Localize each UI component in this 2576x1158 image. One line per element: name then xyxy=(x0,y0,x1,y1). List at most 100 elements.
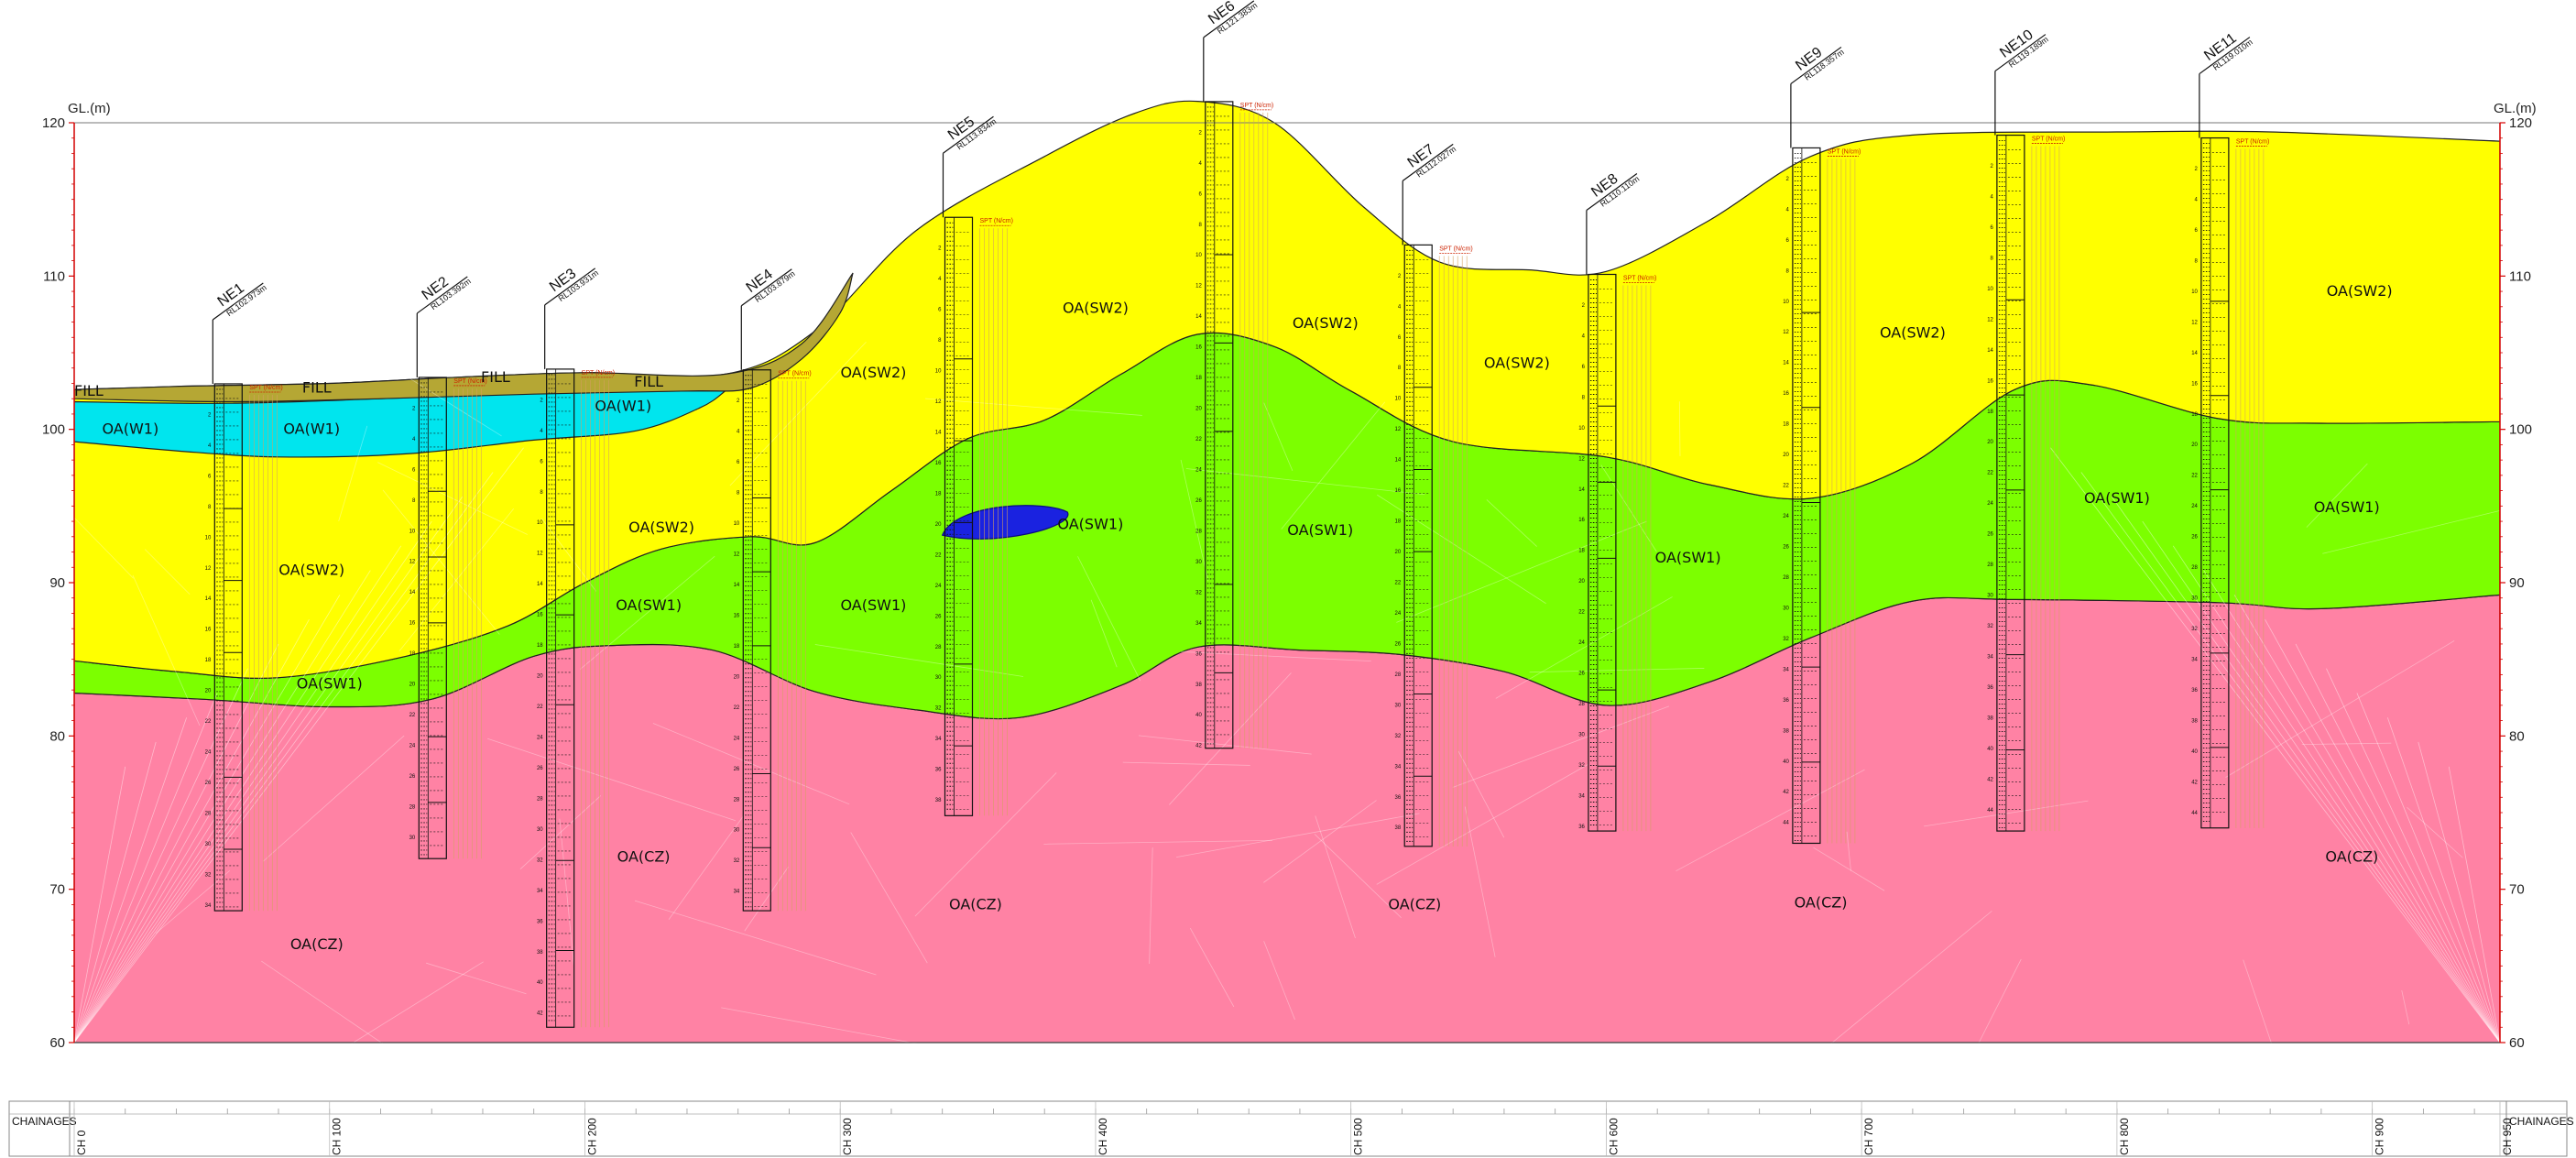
depth-label: 28 xyxy=(205,812,212,817)
depth-label: 8 xyxy=(1786,268,1790,274)
depth-label: 12 xyxy=(2191,320,2198,325)
depth-label: 22 xyxy=(1195,437,1202,442)
layer-label: OA(CZ) xyxy=(2325,848,2378,866)
depth-label: 32 xyxy=(1395,734,1402,739)
depth-label: 22 xyxy=(409,713,416,718)
spt-label: SPT (N/cm) xyxy=(2236,139,2269,146)
depth-label: 2 xyxy=(412,406,416,411)
depth-label: 26 xyxy=(1395,641,1402,647)
depth-label: 28 xyxy=(1987,563,1993,568)
depth-label: 20 xyxy=(2191,442,2198,448)
chainage-tick-label: CH 900 xyxy=(2374,1118,2386,1155)
depth-label: 22 xyxy=(205,719,212,725)
layer-label: OA(SW2) xyxy=(1063,299,1129,316)
depth-label: 36 xyxy=(2191,688,2198,694)
depth-label: 30 xyxy=(1195,560,1202,565)
spt-label: SPT (N/cm) xyxy=(582,370,615,377)
depth-label: 10 xyxy=(1395,397,1402,402)
depth-label: 4 xyxy=(737,430,740,435)
depth-label: 36 xyxy=(1195,651,1202,657)
depth-label: 10 xyxy=(409,529,416,534)
depth-label: 42 xyxy=(2191,780,2198,785)
depth-label: 28 xyxy=(935,645,942,650)
depth-label: 18 xyxy=(205,658,212,663)
depth-label: 32 xyxy=(1987,624,1993,629)
borehole-log-column xyxy=(546,368,575,1028)
depth-label: 12 xyxy=(734,552,740,558)
depth-label: 20 xyxy=(1395,550,1402,555)
depth-label: 14 xyxy=(734,583,740,588)
layer-label: FILL xyxy=(634,373,663,390)
depth-label: 14 xyxy=(1987,348,1993,354)
elev-label-right: 120 xyxy=(2509,115,2532,131)
borehole-ne11[interactable]: SPT (N/cm)246810121416182022242628303234… xyxy=(2191,24,2269,829)
depth-label: 4 xyxy=(2195,197,2199,202)
depth-label: 34 xyxy=(935,737,942,742)
depth-label: 26 xyxy=(1783,545,1789,551)
depth-label: 6 xyxy=(1398,335,1402,341)
depth-label: 16 xyxy=(1195,345,1202,351)
spt-label: SPT (N/cm) xyxy=(1623,275,1656,281)
depth-label: 20 xyxy=(1987,440,1993,445)
borehole-ne8[interactable]: SPT (N/cm)246810121416182022242628303234… xyxy=(1578,160,1656,832)
elev-label-right: 110 xyxy=(2509,268,2531,284)
borehole-log-column xyxy=(1403,244,1433,847)
depth-label: 24 xyxy=(1395,611,1402,617)
depth-label: 16 xyxy=(935,461,942,466)
depth-label: 18 xyxy=(1783,422,1789,428)
borehole-ne3[interactable]: SPT (N/cm)246810121416182022242628303234… xyxy=(537,255,615,1028)
depth-label: 20 xyxy=(1195,407,1202,412)
depth-label: 30 xyxy=(2191,596,2198,602)
chainage-frame xyxy=(8,1100,2568,1157)
chainage-tick-label: CH 0 xyxy=(75,1130,88,1155)
depth-label: 40 xyxy=(1783,759,1789,765)
spt-label: SPT (N/cm) xyxy=(1828,148,1861,155)
elevation-axes: GL.(m) GL.(m) 120 120 110 110 100 100 90 90 80 80… xyxy=(42,101,2537,1051)
depth-label: 12 xyxy=(1987,317,1993,322)
depth-label: 30 xyxy=(1578,732,1585,737)
depth-label: 30 xyxy=(1395,703,1402,708)
borehole-log-column xyxy=(213,383,243,912)
chainage-tick-label: CH 400 xyxy=(1097,1118,1109,1155)
depth-label: 42 xyxy=(1783,790,1789,795)
borehole-ne10[interactable]: SPT (N/cm)246810121416182022242628303234… xyxy=(1987,21,2065,832)
depth-label: 14 xyxy=(1783,361,1789,366)
depth-label: 36 xyxy=(1987,685,1993,691)
depth-label: 32 xyxy=(734,858,740,864)
layer-labels: FILL FILL FILL FILL OA(W1) OA(W1) OA(W1) OA(SW2… xyxy=(74,282,2393,953)
depth-label: 32 xyxy=(1578,763,1585,769)
elev-label-left: 100 xyxy=(42,422,65,438)
elev-label-left: 80 xyxy=(49,728,65,744)
depth-label: 12 xyxy=(935,399,942,405)
depth-label: 8 xyxy=(412,498,416,504)
depth-label: 16 xyxy=(1783,391,1789,397)
layer-label: OA(SW1) xyxy=(1057,515,1123,532)
depth-label: 10 xyxy=(935,369,942,375)
layer-fill xyxy=(74,272,854,403)
depth-label: 6 xyxy=(737,460,740,465)
depth-label: 38 xyxy=(537,950,543,956)
boreholes: SPT (N/cm)246810121416182022242628303234… xyxy=(205,0,2269,1028)
spt-label: SPT (N/cm) xyxy=(1240,103,1273,109)
depth-label: 28 xyxy=(1578,702,1585,707)
depth-label: 24 xyxy=(1987,501,1993,507)
depth-label: 8 xyxy=(1398,366,1402,371)
depth-label: 22 xyxy=(1578,610,1585,616)
depth-label: 36 xyxy=(1578,825,1585,830)
borehole-ne9[interactable]: SPT (N/cm)246810121416182022242628303234… xyxy=(1783,34,1861,845)
layer-label: OA(SW2) xyxy=(1293,314,1359,332)
depth-label: 18 xyxy=(734,644,740,650)
depth-label: 30 xyxy=(1783,606,1789,611)
depth-label: 24 xyxy=(935,584,942,589)
depth-label: 10 xyxy=(1195,253,1202,258)
chainage-label-left: CHAINAGES xyxy=(12,1115,77,1128)
borehole-ne6[interactable]: SPT (N/cm)246810121416182022242628303234… xyxy=(1195,0,1273,749)
chainage-tick-label: CH 950 xyxy=(2501,1118,2514,1155)
borehole-log-column xyxy=(1996,134,2025,832)
depth-label: 10 xyxy=(537,520,543,526)
depth-label: 4 xyxy=(412,437,416,442)
elev-label-right: 90 xyxy=(2509,575,2525,591)
layer-label: OA(SW2) xyxy=(2327,282,2393,300)
depth-label: 32 xyxy=(935,706,942,712)
depth-label: 10 xyxy=(1987,287,1993,292)
